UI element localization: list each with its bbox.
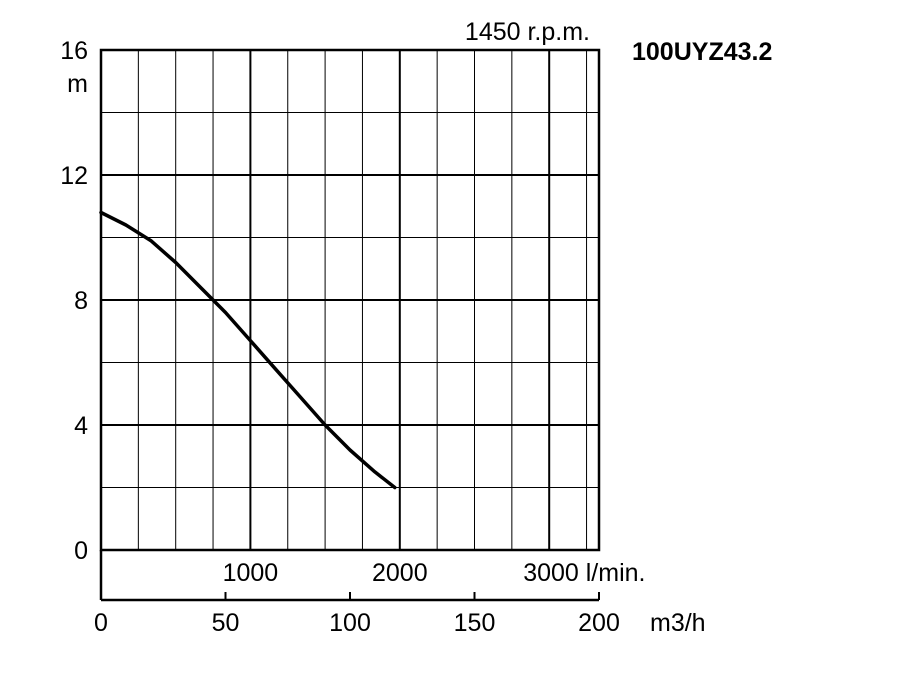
y-tick-label: 8 — [74, 287, 88, 315]
y-tick-label: 0 — [74, 537, 88, 565]
head-curve-line — [99, 210, 397, 490]
lpm-tick-labels: 1000 2000 3000 l/min. — [223, 559, 646, 587]
plot-border — [99, 48, 601, 552]
lpm-tick-label: 3000 l/min. — [523, 559, 645, 587]
axis-labels: 1450 r.p.m. 100UYZ43.2 m m3/h — [67, 18, 772, 637]
y-tick-label: 12 — [60, 162, 88, 190]
x-axis-label: m3/h — [650, 609, 706, 637]
chart-title: 100UYZ43.2 — [632, 38, 772, 66]
lpm-tick-label: 1000 — [223, 559, 279, 587]
m3h-tick-label: 150 — [454, 609, 496, 637]
speed-label: 1450 r.p.m. — [465, 18, 590, 46]
y-axis-label: m — [67, 70, 88, 98]
y-tick-label: 16 — [60, 37, 88, 65]
m3h-tick-label: 50 — [212, 609, 240, 637]
m3h-tick-label: 200 — [578, 609, 620, 637]
y-tick-labels: 0 4 8 12 16 — [60, 37, 88, 565]
lpm-tick-label: 2000 — [372, 559, 428, 587]
major-grid — [101, 50, 599, 550]
curve-layer — [99, 210, 397, 490]
plot-frame — [99, 48, 601, 602]
m3h-tick-label: 100 — [329, 609, 371, 637]
m3h-tick-labels: 0 50 100 150 200 — [94, 609, 620, 637]
y-tick-label: 4 — [74, 412, 88, 440]
m3h-tick-label: 0 — [94, 609, 108, 637]
